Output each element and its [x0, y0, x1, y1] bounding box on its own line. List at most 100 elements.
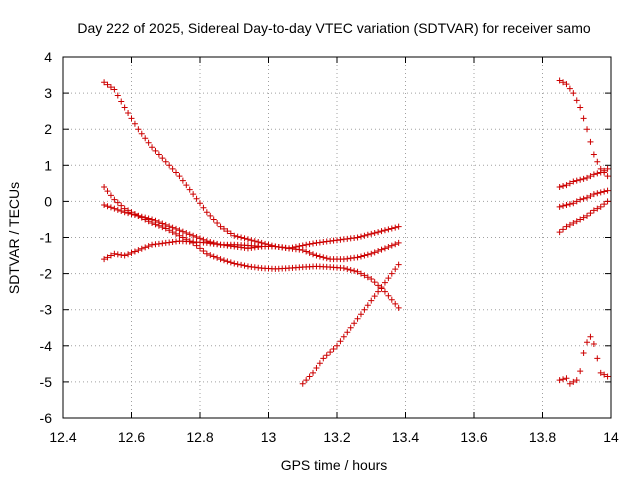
data-point	[111, 86, 118, 93]
data-point	[580, 350, 587, 357]
data-point	[566, 380, 573, 387]
data-point	[101, 256, 108, 263]
data-point	[361, 306, 368, 313]
data-point	[590, 191, 597, 198]
data-point	[604, 187, 611, 194]
data-point	[566, 180, 573, 187]
data-point	[142, 135, 149, 142]
data-point	[570, 220, 577, 227]
data-point	[597, 169, 604, 176]
data-point	[310, 369, 317, 376]
data-point	[299, 242, 306, 249]
data-point	[385, 226, 392, 233]
data-point	[381, 288, 388, 295]
data-point	[590, 151, 597, 158]
data-point	[395, 261, 402, 268]
data-point	[584, 126, 591, 133]
data-point	[357, 253, 364, 260]
data-point	[563, 202, 570, 209]
data-point	[128, 249, 135, 256]
x-tick-label: 12.6	[118, 429, 145, 445]
data-point	[200, 204, 207, 211]
data-point	[566, 85, 573, 92]
data-point	[381, 227, 388, 234]
data-point	[258, 243, 265, 250]
data-point	[344, 266, 351, 273]
data-point	[145, 139, 152, 146]
data-point	[364, 302, 371, 309]
data-point	[337, 338, 344, 345]
data-point	[104, 203, 111, 210]
data-point	[310, 240, 317, 247]
data-point	[176, 227, 183, 234]
y-tick-label: -2	[40, 266, 53, 282]
y-tick-label: -3	[40, 302, 53, 318]
data-point	[186, 231, 193, 238]
data-points	[101, 77, 611, 387]
data-point	[395, 223, 402, 230]
data-point	[378, 284, 385, 291]
data-point	[145, 243, 152, 250]
data-point	[131, 248, 138, 255]
data-point	[364, 274, 371, 281]
data-point	[220, 257, 227, 264]
data-point	[361, 232, 368, 239]
data-point	[118, 202, 125, 209]
data-point	[138, 213, 145, 220]
data-point	[594, 205, 601, 212]
data-point	[142, 214, 149, 221]
data-point	[159, 155, 166, 162]
data-point	[375, 248, 382, 255]
data-point	[385, 292, 392, 299]
data-point	[190, 232, 197, 239]
data-point	[118, 98, 125, 105]
data-point	[604, 165, 611, 172]
data-point	[316, 360, 323, 367]
data-point	[327, 349, 334, 356]
data-point	[183, 229, 190, 236]
data-point	[104, 254, 111, 261]
data-point	[316, 253, 323, 260]
series-7	[556, 187, 611, 210]
data-point	[375, 288, 382, 295]
data-point	[375, 229, 382, 236]
data-point	[587, 210, 594, 217]
data-point	[111, 205, 118, 212]
data-point	[594, 170, 601, 177]
data-point	[231, 260, 238, 267]
data-point	[203, 209, 210, 216]
data-point	[320, 355, 327, 362]
data-point	[193, 195, 200, 202]
data-point	[125, 251, 132, 258]
data-point	[351, 320, 358, 327]
data-point	[368, 230, 375, 237]
data-point	[190, 191, 197, 198]
grid	[63, 57, 611, 418]
data-point	[241, 262, 248, 269]
data-point	[604, 373, 611, 380]
data-point	[145, 215, 152, 222]
data-point	[234, 233, 241, 240]
data-point	[392, 300, 399, 307]
y-axis-label: SDTVAR / TECUs	[6, 182, 22, 294]
data-point	[604, 198, 611, 205]
data-point	[587, 138, 594, 145]
data-point	[388, 225, 395, 232]
data-point	[286, 245, 293, 252]
data-point	[395, 304, 402, 311]
data-point	[392, 266, 399, 273]
series-8	[556, 198, 611, 236]
y-tick-label: -4	[40, 338, 53, 354]
y-tick-labels: -6 -5 -4 -3 -2 -1 0 1 2 3 4	[40, 49, 53, 426]
data-point	[292, 243, 299, 250]
data-point	[303, 241, 310, 248]
data-point	[227, 259, 234, 266]
data-point	[323, 352, 330, 359]
data-point	[131, 211, 138, 218]
data-point	[361, 272, 368, 279]
series-9	[556, 333, 611, 387]
data-point	[193, 234, 200, 241]
data-point	[357, 311, 364, 318]
data-point	[357, 233, 364, 240]
data-point	[385, 243, 392, 250]
